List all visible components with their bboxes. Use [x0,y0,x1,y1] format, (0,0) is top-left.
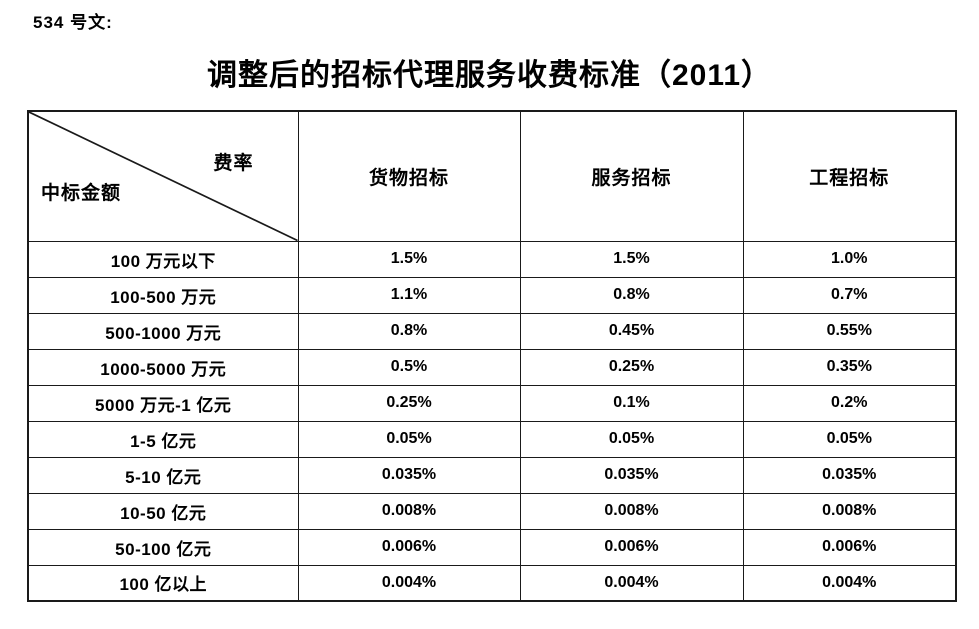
goods-rate-cell: 0.004% [297,564,521,602]
engineering-rate-cell: 0.55% [742,312,957,350]
amount-range-cell: 50-100 亿元 [27,528,299,566]
service-rate-cell: 0.25% [519,348,744,386]
goods-rate-cell: 0.05% [297,420,521,458]
engineering-rate-cell: 0.35% [742,348,957,386]
corner-label-rate: 费率 [213,153,254,174]
amount-range-cell: 5000 万元-1 亿元 [27,384,299,422]
service-rate-cell: 0.8% [519,276,744,314]
service-rate-cell: 0.008% [519,492,744,530]
table-row: 50-100 亿元 0.006% 0.006% 0.006% [27,528,957,566]
engineering-rate-cell: 0.2% [742,384,957,422]
engineering-rate-cell: 0.05% [742,420,957,458]
goods-rate-cell: 1.5% [297,240,521,278]
service-rate-cell: 0.004% [519,564,744,602]
amount-range-cell: 100 万元以下 [27,240,299,278]
corner-label-amount: 中标金额 [41,182,122,204]
service-rate-cell: 0.45% [519,312,744,350]
amount-range-cell: 100 亿以上 [27,564,299,602]
diagonal-divider-line [29,112,298,241]
goods-rate-cell: 1.1% [297,276,521,314]
engineering-rate-cell: 0.7% [742,276,957,314]
table-row: 1-5 亿元 0.05% 0.05% 0.05% [27,420,957,458]
amount-range-cell: 1000-5000 万元 [27,348,299,386]
service-rate-cell: 0.006% [519,528,744,566]
goods-rate-cell: 0.25% [297,384,521,422]
service-rate-cell: 1.5% [519,240,744,278]
fee-rate-table: 费率 中标金额 货物招标 服务招标 工程招标 100 万元以下 1.5% 1.5… [27,110,957,602]
engineering-rate-cell: 0.006% [742,528,957,566]
goods-rate-cell: 0.8% [297,312,521,350]
table-row: 1000-5000 万元 0.5% 0.25% 0.35% [27,348,957,386]
service-rate-cell: 0.05% [519,420,744,458]
amount-range-cell: 500-1000 万元 [27,312,299,350]
table-row: 10-50 亿元 0.008% 0.008% 0.008% [27,492,957,530]
amount-range-cell: 1-5 亿元 [27,420,299,458]
amount-range-cell: 5-10 亿元 [27,456,299,494]
column-header-service: 服务招标 [519,110,744,242]
engineering-rate-cell: 1.0% [742,240,957,278]
table-row: 100-500 万元 1.1% 0.8% 0.7% [27,276,957,314]
goods-rate-cell: 0.5% [297,348,521,386]
engineering-rate-cell: 0.035% [742,456,957,494]
goods-rate-cell: 0.035% [297,456,521,494]
table-row: 100 亿以上 0.004% 0.004% 0.004% [27,564,957,602]
page-title: 调整后的招标代理服务收费标准（2011） [206,59,773,92]
table-row: 100 万元以下 1.5% 1.5% 1.0% [27,240,957,278]
table-row: 5-10 亿元 0.035% 0.035% 0.035% [27,456,957,494]
table-header-row: 费率 中标金额 货物招标 服务招标 工程招标 [27,110,957,242]
amount-range-cell: 100-500 万元 [27,276,299,314]
diagonal-corner-cell: 费率 中标金额 [27,110,299,242]
goods-rate-cell: 0.006% [297,528,521,566]
column-header-goods: 货物招标 [297,110,521,242]
engineering-rate-cell: 0.008% [742,492,957,530]
amount-range-cell: 10-50 亿元 [27,492,299,530]
table-row: 5000 万元-1 亿元 0.25% 0.1% 0.2% [27,384,957,422]
table-row: 500-1000 万元 0.8% 0.45% 0.55% [27,312,957,350]
service-rate-cell: 0.035% [519,456,744,494]
document-number-label: 534 号文: [33,13,113,32]
goods-rate-cell: 0.008% [297,492,521,530]
engineering-rate-cell: 0.004% [742,564,957,602]
service-rate-cell: 0.1% [519,384,744,422]
column-header-engineering: 工程招标 [742,110,957,242]
